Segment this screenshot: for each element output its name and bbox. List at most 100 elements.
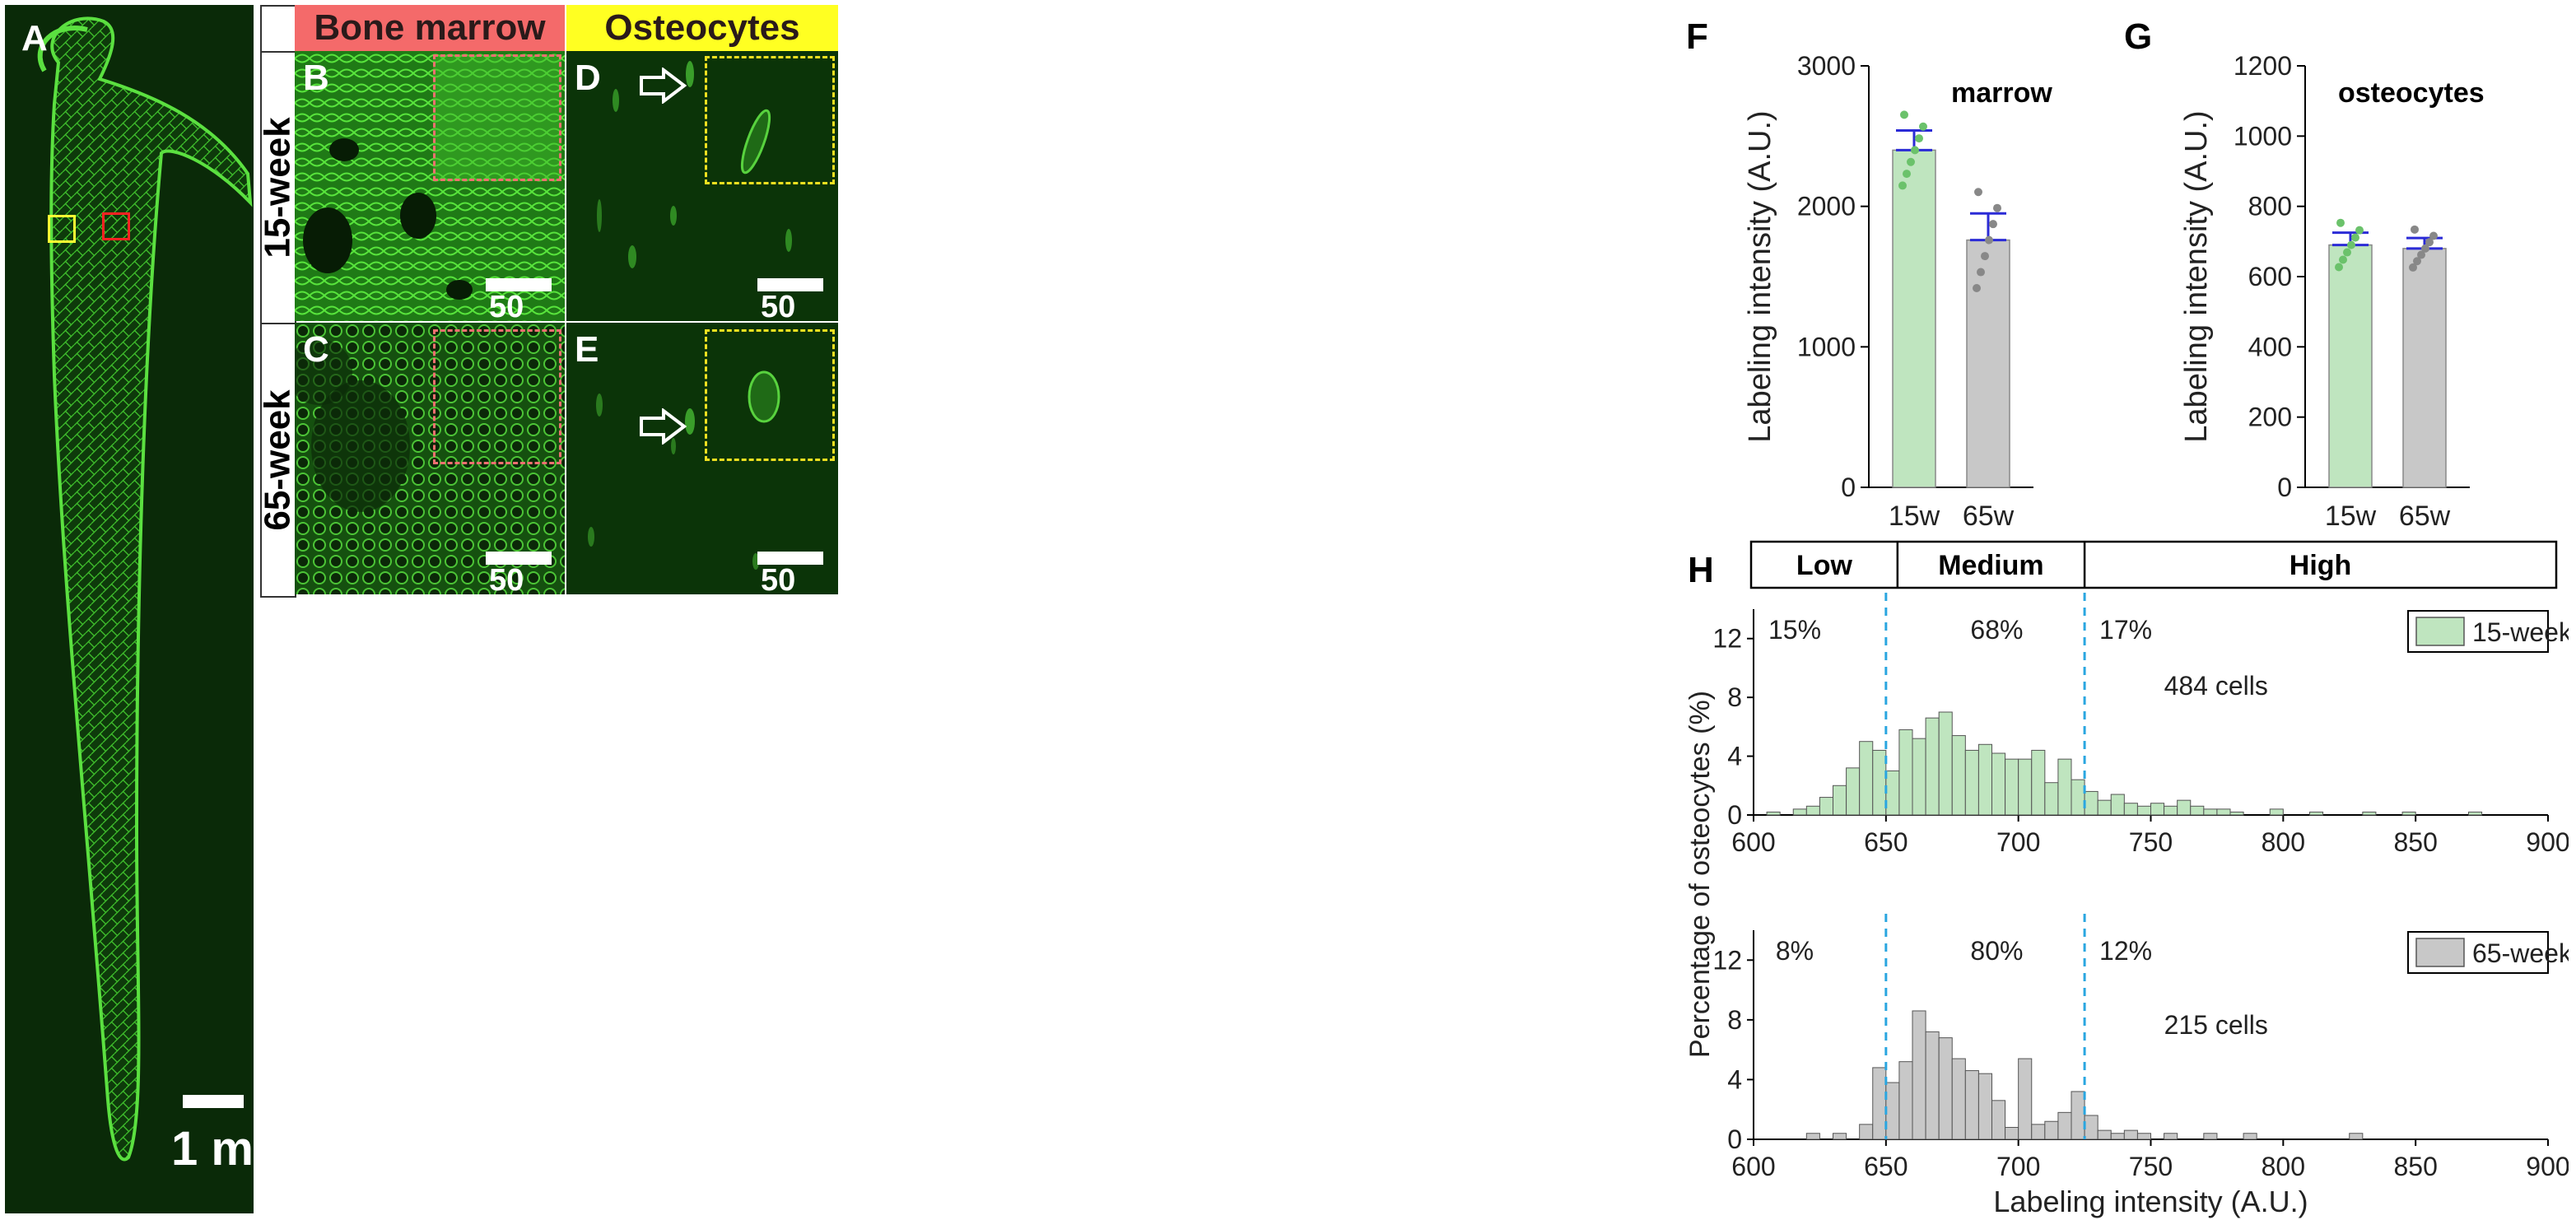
panel-e-inset-box [705,329,835,461]
f-x-tick-label: 65w [1963,501,2015,532]
g-bar-65w [2402,248,2447,488]
g-y-tick-label: 800 [2248,192,2292,221]
g-data-point [2355,226,2364,235]
h-65w-hist-bar [2018,1058,2033,1140]
panel-a-scale-bar [183,1095,244,1108]
right-arrow-icon [640,408,687,445]
h-65w-hist-bar [1805,1133,1820,1140]
h-15w-hist-bar [2057,758,2072,816]
g-y-tick-label: 200 [2248,403,2292,432]
h-15w-hist-bar [1964,749,1979,816]
f-data-point [1985,235,1993,244]
h-15w-hist-bar [2309,811,2324,816]
h-15w-percentage-label: 17% [2099,615,2152,645]
h-15w-hist-bar [2110,794,2125,816]
h-65w-hist-bar [2349,1133,2364,1140]
grid-corner [260,5,296,53]
panel-c-scale-label: 50 µm [489,563,524,594]
h-15w-hist-bar [1977,743,1992,816]
h-15w-x-tick-label: 600 [1731,827,1775,857]
h-15w-hist-bar [1991,752,2006,816]
f-x-tick-label: 15w [1889,501,1940,532]
g-data-point [2347,240,2355,249]
h-15w-percentage-label: 68% [1970,615,2023,645]
g-y-tick-label: 1000 [2234,121,2292,151]
f-data-point [1981,252,1989,261]
yellow-roi-box [48,215,76,243]
h-15w-x-tick-label: 800 [2262,827,2305,857]
category-box [1749,540,2558,589]
h-65w-hist-bar [1872,1067,1887,1140]
h-65w-hist-bar [2164,1133,2178,1140]
row-header-65-week: 65-week [258,323,299,598]
panel-b-micrograph: B 50 µm [295,51,565,321]
h-15w-y-tick-label: 4 [1727,742,1742,771]
f-data-point [1919,122,1927,131]
g-data-point [2409,263,2417,272]
g-data-point [2421,244,2429,253]
g-data-point [2417,250,2425,259]
g-data-point [2425,238,2434,247]
h-65w-x-tick-label: 800 [2262,1152,2305,1181]
f-bar-65w [1966,239,2010,488]
g-data-point [2339,255,2347,264]
h-15w-hist-bar [2203,808,2218,816]
osteocytes-bar-chart: 0 200 400 600 800 1000 1200 osteocytes Labeling … [2179,51,2485,532]
g-y-tick-label: 600 [2248,262,2292,291]
g-y-tick-label: 400 [2248,332,2292,361]
h-65w-legend-swatch [2415,938,2465,967]
h-15w-hist-bar [1859,741,1874,816]
h-15w-hist-bar [1833,785,1847,816]
h-65w-hist-bar [1898,1061,1913,1140]
f-data-point [1973,283,1981,292]
f-y-axis-label: Labeling intensity (A.U.) [1743,110,1777,442]
f-data-point [1898,181,1907,190]
f-data-point [1977,268,1985,277]
h-15w-hist-bar [2401,811,2416,816]
col-header-bone-marrow: Bone marrow [295,5,565,51]
f-data-point [1907,157,1915,166]
h-65w-hist-bar [1951,1058,1966,1140]
f-bar-15w [1892,149,1936,488]
row-label-65-week: 65-week [258,389,299,531]
h-15w-x-tick-label: 900 [2526,827,2569,857]
f-y-tick-label: 1000 [1797,332,1856,361]
panel-a-micrograph [5,5,254,1213]
g-data-point [2335,263,2343,272]
h-15w-hist-bar [1819,797,1834,816]
h-65w-hist-bar [1991,1100,2006,1140]
panel-d-micrograph: D 50 µm [566,51,838,321]
h-15w-hist-bar [2018,758,2033,816]
h-65w-hist-bar [2097,1129,2112,1140]
f-data-point [1903,170,1911,179]
h-65w-percentage-label: 80% [1970,936,2023,966]
panel-h-letter: H [1688,550,1714,590]
red-roi-box [102,212,130,240]
f-y-tick-label: 0 [1841,473,1856,502]
h-15w-hist-bar [2362,811,2377,816]
h-65w-x-tick-label: 600 [1731,1152,1775,1181]
panel-b-inset-box [433,54,561,181]
right-arrow-icon [640,68,687,104]
h-15w-hist-bar [2269,808,2284,816]
h-65w-x-tick-label: 650 [1864,1152,1908,1181]
h-15w-hist-bar [2123,803,2138,816]
h-65w-percentage-label: 12% [2099,936,2152,966]
h-65w-x-tick-label: 850 [2393,1152,2437,1181]
panel-b-letter: B [303,58,329,98]
h-15w-hist-bar [1846,767,1861,816]
h-15w-y-tick-label: 8 [1727,682,1742,712]
g-y-tick-label: 0 [2277,473,2292,502]
h-65w-legend-label: 65-week [2472,938,2569,968]
g-bar-15w [2328,244,2373,488]
panel-e-micrograph: E 50 µm [566,323,838,594]
f-y-tick-label: 2000 [1797,192,1856,221]
h-15w-hist-bar [2031,749,2046,816]
g-y-tick-label: 1200 [2234,51,2292,81]
intensity-histograms: Low Medium High 0 4 8 12 600 650 700 750 800 850 900 1… [1684,540,2569,1218]
h-65w-hist-bar [1859,1124,1874,1140]
h-65w-x-tick-label: 700 [1996,1152,2040,1181]
panel-a-scale-label: 1 mm [171,1122,296,1176]
h-y-axis-label: Percentage of osteocytes (%) [1684,691,1716,1058]
h-15w-x-tick-label: 850 [2393,827,2437,857]
